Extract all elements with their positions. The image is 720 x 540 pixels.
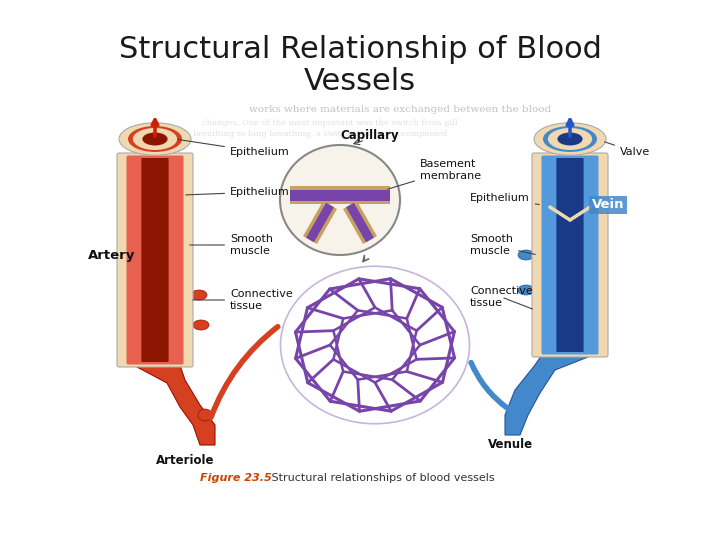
Ellipse shape: [198, 409, 212, 421]
Polygon shape: [343, 201, 377, 244]
Text: Epithelium: Epithelium: [186, 187, 289, 197]
Text: Artery: Artery: [89, 248, 135, 261]
Text: Connective
tissue: Connective tissue: [193, 289, 293, 311]
Ellipse shape: [548, 128, 592, 150]
Text: Epithelium: Epithelium: [470, 193, 539, 205]
Text: Vessels: Vessels: [304, 68, 416, 97]
Text: Capillary: Capillary: [341, 129, 400, 141]
FancyBboxPatch shape: [141, 158, 168, 362]
Polygon shape: [346, 202, 374, 242]
FancyBboxPatch shape: [557, 158, 584, 352]
Ellipse shape: [518, 250, 534, 260]
Text: Structural relationships of blood vessels: Structural relationships of blood vessel…: [268, 473, 495, 483]
Text: Venule: Venule: [487, 438, 533, 451]
Polygon shape: [137, 345, 215, 445]
Text: changes. One of the most important was the switch from gill: changes. One of the most important was t…: [202, 119, 458, 127]
Text: Vein: Vein: [592, 199, 624, 212]
Text: Valve: Valve: [605, 142, 650, 157]
Polygon shape: [505, 340, 588, 435]
FancyBboxPatch shape: [117, 153, 193, 367]
Polygon shape: [290, 186, 390, 204]
Text: Connective
tissue: Connective tissue: [470, 286, 533, 309]
Text: Structural Relationship of Blood: Structural Relationship of Blood: [119, 36, 601, 64]
FancyBboxPatch shape: [532, 153, 608, 357]
Ellipse shape: [133, 128, 177, 150]
Text: Smooth
muscle: Smooth muscle: [470, 234, 535, 256]
Ellipse shape: [119, 123, 191, 155]
Ellipse shape: [543, 126, 597, 152]
Text: Figure 23.5: Figure 23.5: [200, 473, 271, 483]
Text: breathing to lung breathing, a switch that was accompanied: breathing to lung breathing, a switch th…: [193, 130, 447, 138]
FancyBboxPatch shape: [541, 156, 598, 354]
Polygon shape: [306, 202, 334, 242]
Ellipse shape: [557, 132, 582, 145]
FancyBboxPatch shape: [127, 156, 184, 364]
Ellipse shape: [534, 123, 606, 155]
Ellipse shape: [128, 126, 182, 152]
Ellipse shape: [191, 290, 207, 300]
Ellipse shape: [518, 285, 534, 295]
Polygon shape: [290, 190, 390, 200]
Text: Smooth
muscle: Smooth muscle: [190, 234, 273, 256]
Ellipse shape: [143, 132, 168, 145]
Ellipse shape: [193, 320, 209, 330]
Ellipse shape: [280, 145, 400, 255]
Polygon shape: [303, 201, 337, 244]
Text: Arteriole: Arteriole: [156, 454, 215, 467]
Text: Basement
membrane: Basement membrane: [387, 159, 481, 189]
Text: works where materials are exchanged between the blood: works where materials are exchanged betw…: [249, 105, 551, 114]
Text: Epithelium: Epithelium: [178, 139, 289, 157]
